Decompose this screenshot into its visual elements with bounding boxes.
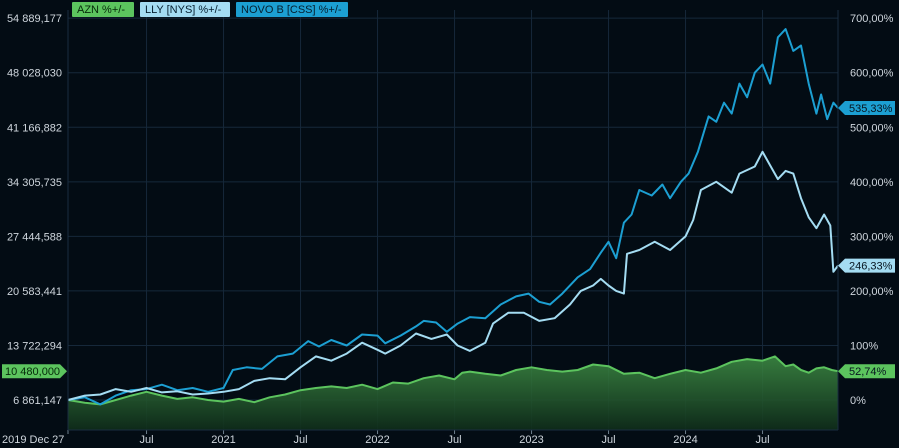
right-axis-tick-label: 100% [850, 340, 878, 352]
left-axis-tick-label: 20 583,441 [7, 286, 62, 298]
legend-chip-label[interactable]: AZN %+/- [77, 4, 125, 16]
left-axis-tick-label: 54 889,177 [7, 13, 62, 25]
axes: 700,00% 600,00% 500,00% 400,00% 300,00% 200,0… [2, 10, 894, 446]
novo-end-value-label: 535,33% [849, 103, 893, 115]
left-axis-tick-label: 48 028,030 [7, 68, 62, 80]
value-tags: 535,33% 246,33% 52,74% 10 480,000 [2, 101, 895, 379]
legend-chip-label[interactable]: LLY [NYS] %+/- [145, 4, 222, 16]
lly-end-value-label: 246,33% [849, 261, 893, 273]
right-axis-tick-label: 400,00% [850, 177, 894, 189]
lly-series-line [67, 150, 839, 401]
x-axis-tick-label: Jul [448, 434, 462, 446]
left-axis-tick-label: 6 861,147 [13, 395, 62, 407]
left-axis-tick-label: 27 444,588 [7, 231, 62, 243]
left-current-value-tag [2, 364, 67, 379]
x-axis-tick-label: 2021 [211, 434, 235, 446]
legend-chip-novo[interactable] [236, 2, 348, 17]
x-axis-tick-label: Jul [602, 434, 616, 446]
x-axis-tick-label: 2023 [519, 434, 543, 446]
x-axis-tick-label: 2024 [673, 434, 697, 446]
left-axis-tick-label: 34 305,735 [7, 177, 62, 189]
novo-end-value-tag [838, 101, 895, 116]
azn-area-fill [68, 356, 838, 430]
x-axis-tick-label: Jul [294, 434, 308, 446]
right-axis-tick-label: 700,00% [850, 13, 894, 25]
legend-chip-lly[interactable] [140, 2, 230, 17]
novo-series-line [67, 28, 839, 406]
right-axis-tick-label: 600,00% [850, 68, 894, 80]
azn-end-value-label: 52,74% [849, 366, 887, 378]
right-axis-tick-label: 200,00% [850, 286, 894, 298]
x-axis-tick-label: 2022 [365, 434, 389, 446]
x-axis-tick-label: 2019 Dec 27 [2, 434, 64, 446]
legend-chip-label[interactable]: NOVO B [CSS] %+/- [241, 4, 342, 16]
legend-chip-azn[interactable] [72, 2, 134, 17]
x-axis-tick-label: Jul [756, 434, 770, 446]
left-axis-tick-label: 13 722,294 [7, 340, 62, 352]
series-layer [67, 28, 839, 430]
right-axis-tick-label: 300,00% [850, 231, 894, 243]
legend[interactable]: AZN %+/- LLY [NYS] %+/- NOVO B [CSS] %+/- [72, 2, 348, 17]
left-axis-tick-label: 41 166,882 [7, 122, 62, 134]
azn-series-line [67, 355, 839, 406]
lly-end-value-tag [838, 258, 895, 273]
x-axis-tick-label: Jul [140, 434, 154, 446]
azn-end-value-tag [838, 364, 895, 379]
right-axis-tick-label: 500,00% [850, 122, 894, 134]
left-current-value-label: 10 480,000 [5, 366, 60, 378]
right-axis-tick-label: 0% [850, 395, 866, 407]
